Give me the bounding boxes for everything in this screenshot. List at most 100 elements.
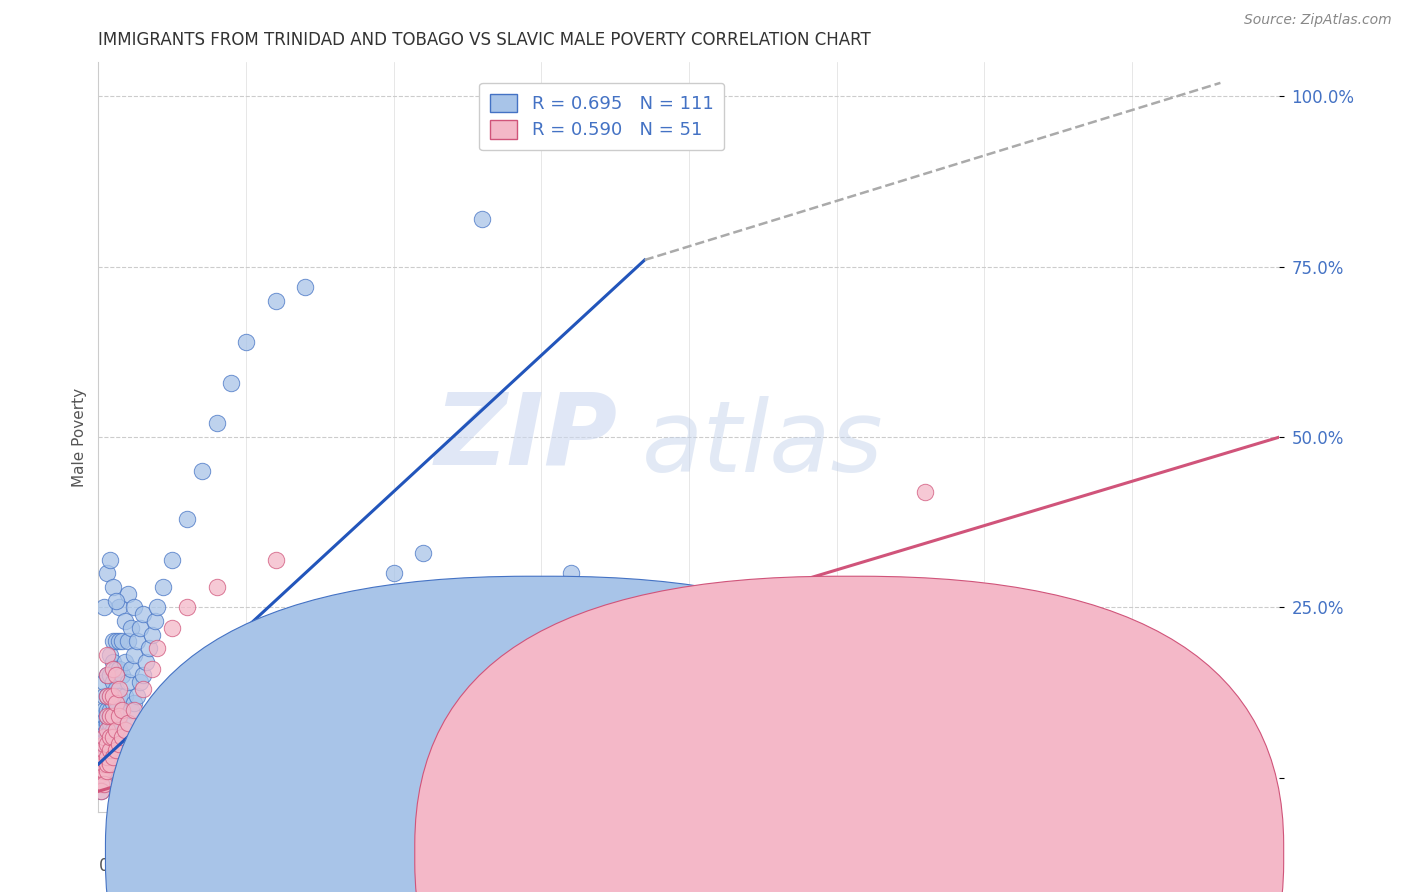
Point [96,750,118,764]
Point [93,702,115,716]
Point [122,648,145,662]
Text: Immigrants from Trinidad and Tobago: Immigrants from Trinidad and Tobago [558,847,845,861]
Point [93,737,115,751]
Point [117,675,139,690]
Point [111,702,134,716]
Point [105,634,128,648]
Point [98,709,121,723]
Point [105,743,128,757]
Point [90,757,112,772]
Point [117,716,139,731]
Point [96,668,118,682]
Point [103,709,125,723]
Point [108,709,131,723]
Text: IMMIGRANTS FROM TRINIDAD AND TOBAGO VS SLAVIC MALE POVERTY CORRELATION CHART: IMMIGRANTS FROM TRINIDAD AND TOBAGO VS S… [98,31,872,49]
Point [108,600,131,615]
Point [382,566,405,581]
Point [176,512,198,526]
Point [111,634,134,648]
Point [90,784,112,798]
Point [221,376,243,390]
Point [120,702,142,716]
Point [105,723,128,737]
Point [96,743,118,757]
Point [105,696,128,710]
Point [90,764,112,778]
Point [93,743,115,757]
Point [103,662,125,676]
Point [96,750,118,764]
Point [93,743,115,757]
Point [103,696,125,710]
Point [90,743,112,757]
Point [96,777,118,791]
Point [93,600,115,615]
Point [96,757,118,772]
Point [93,716,115,731]
Point [111,702,134,716]
Point [98,757,121,772]
Point [105,743,128,757]
Point [108,682,131,697]
Point [96,648,118,662]
Point [90,777,112,791]
Point [96,730,118,744]
Point [105,682,128,697]
Point [128,675,150,690]
Point [264,552,287,566]
Point [141,627,163,641]
Point [90,767,112,781]
Point [105,662,128,676]
Point [98,743,121,757]
Point [98,709,121,723]
Point [98,730,121,744]
Point [90,716,112,731]
Point [98,743,121,757]
Point [560,566,582,581]
Point [98,552,121,566]
Point [96,689,118,703]
Point [96,723,118,737]
Point [125,634,148,648]
Point [90,767,112,781]
Point [146,600,169,615]
Point [143,614,166,628]
Point [98,716,121,731]
Point [235,334,257,349]
Point [114,723,136,737]
Point [90,764,112,778]
Point [93,777,115,791]
Point [412,546,434,560]
Point [111,730,134,744]
Point [93,750,115,764]
Point [90,730,112,744]
Point [96,566,118,581]
Point [323,621,346,635]
Point [103,723,125,737]
Point [93,709,115,723]
Point [105,668,128,682]
Point [111,730,134,744]
Point [96,764,118,778]
Point [105,593,128,607]
Point [96,668,118,682]
Point [96,764,118,778]
Point [98,737,121,751]
Text: Slavs: Slavs [868,847,908,861]
Point [264,293,287,308]
Point [93,689,115,703]
Point [114,689,136,703]
Point [96,702,118,716]
Text: Source: ZipAtlas.com: Source: ZipAtlas.com [1244,13,1392,28]
Point [98,648,121,662]
Point [125,689,148,703]
Point [914,484,936,499]
Point [501,580,523,594]
Y-axis label: Male Poverty: Male Poverty [72,387,87,487]
Point [93,675,115,690]
Point [117,634,139,648]
Point [205,580,228,594]
Point [108,662,131,676]
Point [132,607,155,622]
Point [122,702,145,716]
